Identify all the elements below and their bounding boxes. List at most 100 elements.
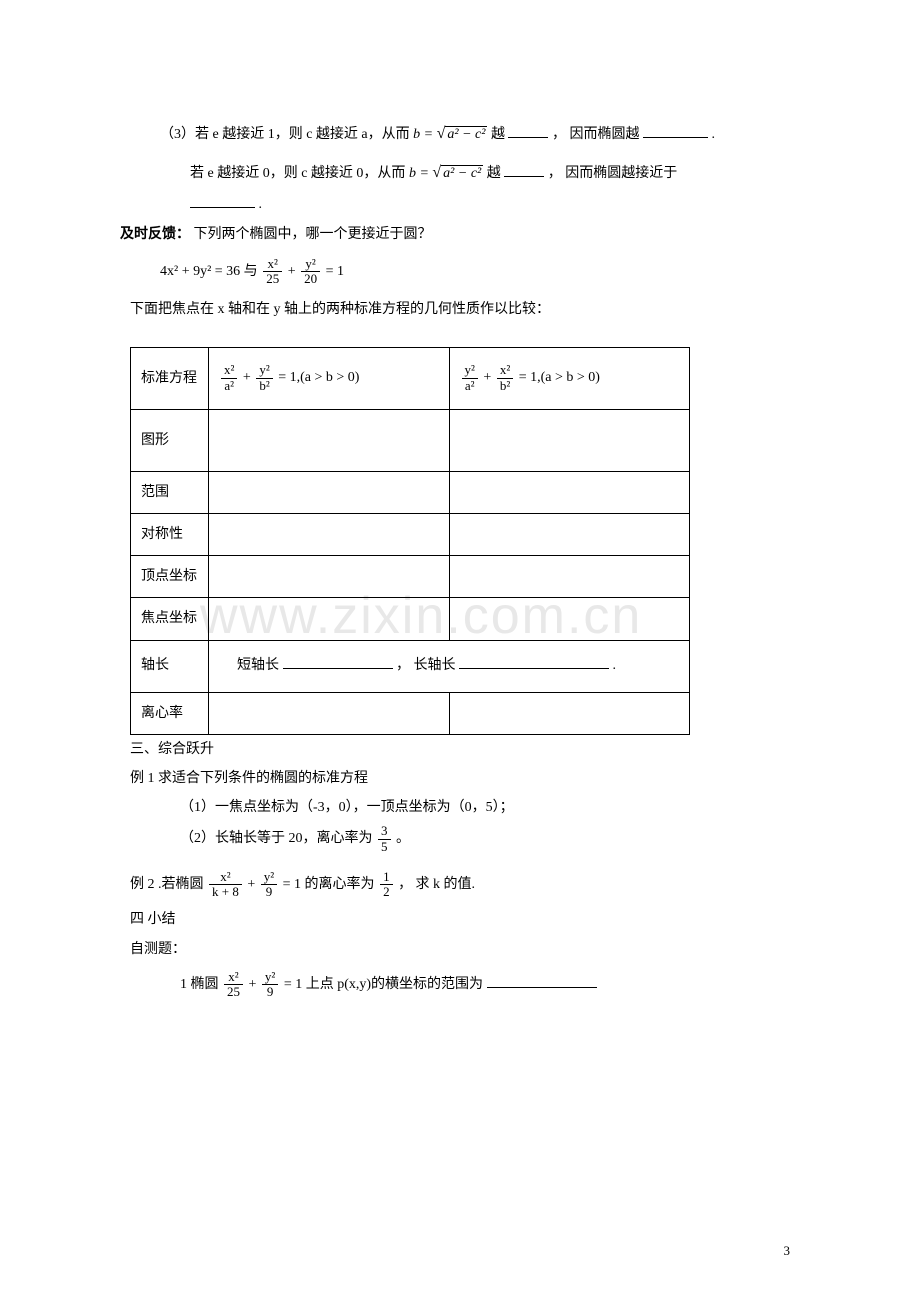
cell-eq-b: y²a² + x²b² = 1,(a > b > 0) <box>449 347 690 409</box>
fraction: y²9 <box>261 870 277 900</box>
num: 3 <box>378 824 391 838</box>
cell-empty <box>209 409 450 471</box>
blank <box>190 194 255 208</box>
eq-rhs: = 1 <box>326 264 344 279</box>
cell-empty <box>449 513 690 555</box>
den: 2 <box>380 884 393 899</box>
feedback-line: 及时反馈： 下列两个椭圆中，哪一个更接近于圆？ <box>120 221 800 247</box>
para-3b-cont: . <box>120 192 800 217</box>
feedback-label: 及时反馈： <box>120 225 190 241</box>
example-2: 例 2 .若椭圆 x²k + 8 + y²9 = 1 的离心率为 12 ， 求 … <box>130 870 800 900</box>
cell-label: 轴长 <box>131 640 209 692</box>
blank <box>504 163 544 177</box>
cell-axis: 短轴长 ， 长轴长 . <box>209 640 690 692</box>
plus: + <box>249 977 260 992</box>
den: 25 <box>224 984 243 999</box>
fraction: y²a² <box>462 363 478 393</box>
table-row: 顶点坐标 <box>131 556 690 598</box>
table-row: 图形 <box>131 409 690 471</box>
blank <box>459 655 609 669</box>
cell-label: 顶点坐标 <box>131 556 209 598</box>
fraction: x²25 <box>263 257 282 287</box>
cell-empty <box>449 409 690 471</box>
fraction: 12 <box>380 870 393 900</box>
text: 越 <box>491 127 509 142</box>
den: a² <box>221 378 237 393</box>
fraction: y²b² <box>256 363 272 393</box>
text: . <box>711 127 715 142</box>
page-number: 3 <box>784 1239 791 1262</box>
eq-lhs: 4x² + 9y² = 36 与 <box>160 264 261 279</box>
den: 9 <box>262 984 278 999</box>
text: 越 <box>487 166 505 181</box>
text: = 1 的离心率为 <box>283 877 375 892</box>
text: . <box>259 197 263 212</box>
den: 20 <box>301 271 320 286</box>
table-row: 范围 <box>131 471 690 513</box>
text: ， 因而椭圆越 <box>552 127 643 142</box>
num: x² <box>221 363 237 377</box>
formula-b: b = a² − c² <box>409 166 483 181</box>
sqrt-icon <box>437 120 446 149</box>
blank <box>508 124 548 138</box>
example-1-p1: （1）一焦点坐标为（-3，0），一顶点坐标为（0，5）； <box>180 795 800 820</box>
fraction: x²b² <box>497 363 513 393</box>
equation-row-1: 4x² + 9y² = 36 与 x²25 + y²20 = 1 <box>160 257 800 287</box>
text: 。 <box>396 831 410 846</box>
cell-empty <box>209 556 450 598</box>
example-1-head: 例 1 求适合下列条件的椭圆的标准方程 <box>130 766 800 791</box>
cell-label: 范围 <box>131 471 209 513</box>
num: x² <box>224 970 243 984</box>
num: y² <box>262 970 278 984</box>
cell-empty <box>209 471 450 513</box>
cond: = 1,(a > b > 0) <box>519 370 600 385</box>
table-row: 焦点坐标 <box>131 598 690 640</box>
cell-label: 对称性 <box>131 513 209 555</box>
eq-lhs: b = <box>413 127 436 142</box>
text: （3）若 e 越接近 1，则 c 越接近 a，从而 <box>160 127 410 142</box>
fraction: x²k + 8 <box>209 870 242 900</box>
num: x² <box>497 363 513 377</box>
blank <box>283 655 393 669</box>
text: 1 椭圆 <box>180 977 222 992</box>
text: . <box>613 658 617 673</box>
cell-label: 焦点坐标 <box>131 598 209 640</box>
radicand: a² − c² <box>441 165 483 181</box>
cell-empty <box>209 598 450 640</box>
text: ， 长轴长 <box>396 658 459 673</box>
table-row: 标准方程 x²a² + y²b² = 1,(a > b > 0) y²a² + … <box>131 347 690 409</box>
den: b² <box>256 378 272 393</box>
text: = 1 上点 p(x,y)的横坐标的范围为 <box>284 977 487 992</box>
plus: + <box>247 877 258 892</box>
blank <box>643 124 708 138</box>
cell-eq-a: x²a² + y²b² = 1,(a > b > 0) <box>209 347 450 409</box>
den: k + 8 <box>209 884 242 899</box>
comparison-table: 标准方程 x²a² + y²b² = 1,(a > b > 0) y²a² + … <box>130 347 690 735</box>
num: y² <box>261 870 277 884</box>
cell-label: 图形 <box>131 409 209 471</box>
example-1-p2: （2）长轴长等于 20，离心率为 35 。 <box>180 824 800 854</box>
num: y² <box>462 363 478 377</box>
radicand: a² − c² <box>445 126 487 142</box>
fraction: x²25 <box>224 970 243 1000</box>
text: （2）长轴长等于 20，离心率为 <box>180 831 373 846</box>
den: 5 <box>378 839 391 854</box>
section-4-title: 四 小结 <box>130 907 800 932</box>
num: x² <box>209 870 242 884</box>
num: y² <box>256 363 272 377</box>
text: ， 求 k 的值. <box>398 877 475 892</box>
fraction: 35 <box>378 824 391 854</box>
table-row: 对称性 <box>131 513 690 555</box>
den: b² <box>497 378 513 393</box>
selftest-title: 自测题： <box>130 937 800 962</box>
den: 9 <box>261 884 277 899</box>
cell-empty <box>449 692 690 734</box>
text: ， 因而椭圆越接近于 <box>548 166 678 181</box>
fraction: x²a² <box>221 363 237 393</box>
question-1: 1 椭圆 x²25 + y²9 = 1 上点 p(x,y)的横坐标的范围为 <box>180 970 800 1000</box>
cell-empty <box>209 692 450 734</box>
num: x² <box>263 257 282 271</box>
text: 短轴长 <box>237 658 283 673</box>
sqrt-icon <box>432 159 441 188</box>
formula-b: b = a² − c² <box>413 127 487 142</box>
